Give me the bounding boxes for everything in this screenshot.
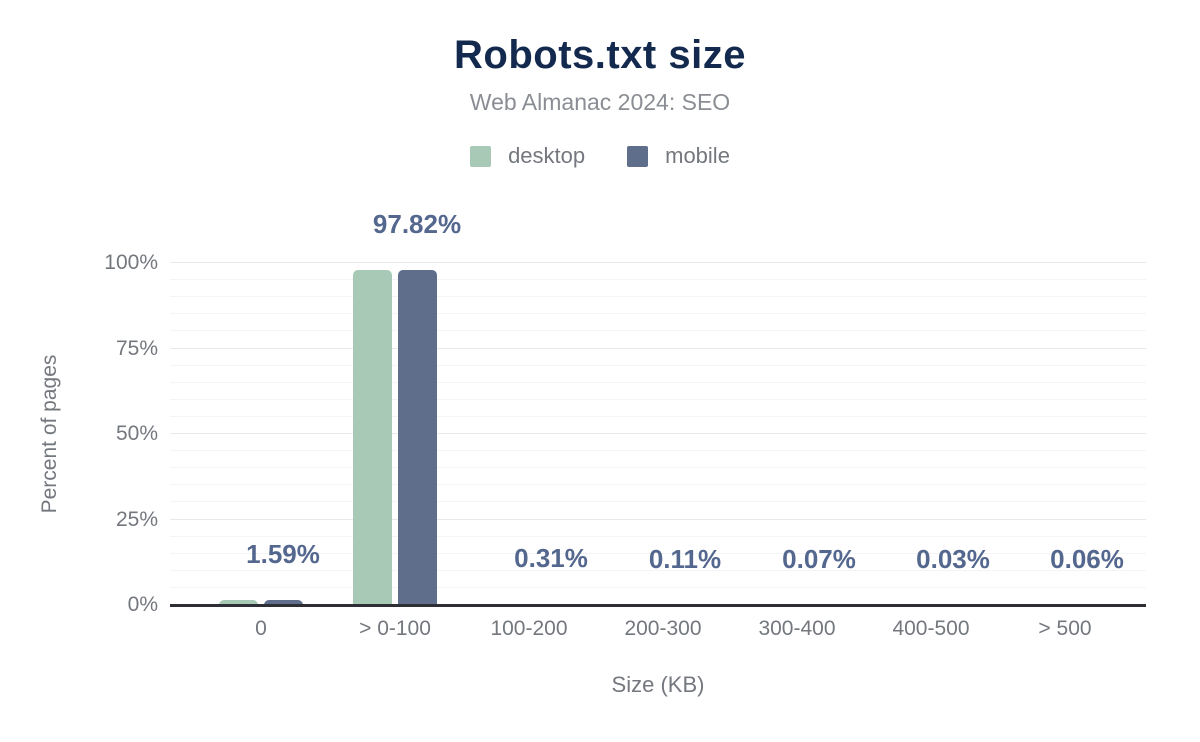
legend: desktop mobile [0,143,1200,169]
bar-desktop->0-100[interactable] [353,270,392,605]
bar-mobile-0[interactable] [264,599,303,605]
x-axis-line [170,604,1146,607]
gridline-15 [170,552,1146,554]
gridline-80 [170,330,1146,332]
category-2: 0.31% [462,263,596,605]
gridline-40 [170,467,1146,469]
legend-item-desktop[interactable]: desktop [470,143,585,169]
x-tick-label-5: 400-500 [892,617,970,640]
chart-title: Robots.txt size [454,33,746,77]
category-0: 1.59% [194,263,328,605]
x-tick-label-6: > 500 [1038,617,1092,640]
gridline-65 [170,381,1146,383]
y-tick-label-50: 50% [115,422,158,445]
gridline-25 [170,518,1146,520]
legend-label-desktop: desktop [508,143,586,168]
category-6: 0.06% [998,263,1132,605]
y-tick-label-100: 100% [104,251,158,274]
gridline-70 [170,364,1146,366]
x-axis-title: Size (KB) [611,672,705,697]
gridline-90 [170,296,1146,298]
legend-label-mobile: mobile [665,143,730,168]
y-tick-label-25: 25% [115,507,158,531]
x-axis-ticks: 0 > 0-100 100-200 200-300 300-400 400-500 > 50… [194,617,1132,641]
gridline-100 [170,262,1146,263]
legend-item-mobile[interactable]: mobile [627,143,730,169]
gridline-55 [170,415,1146,417]
gridline-50 [170,433,1146,434]
x-tick-label-3: 200-300 [624,617,702,640]
y-tick-label-0: 0% [127,593,158,616]
x-tick-label-2: 100-200 [490,617,568,640]
x-tick-label-4: 300-400 [758,617,836,640]
data-label-3: 0.11% [648,543,722,574]
gridline-95 [170,279,1146,281]
gridline-5 [170,586,1146,588]
category-columns: 1.59% 97.82% 0.31% 0.11% 0.07% 0.03% 0.06% [194,211,1132,605]
gridline-10 [170,569,1146,571]
y-tick-label-75: 75% [115,336,158,360]
desktop-swatch-icon [470,145,492,167]
gridline-85 [170,313,1146,315]
gridline-20 [170,535,1146,537]
data-label-5: 0.03% [916,543,990,574]
plot-area: 1.59% 97.82% 0.31% 0.11% 0.07% 0.03% 0.06% [170,211,1146,607]
chart-subtitle: Web Almanac 2024: SEO [469,89,731,115]
category-1: 97.82% [328,211,462,605]
data-label-6: 0.06% [1050,543,1124,574]
gridline-30 [170,501,1146,503]
bar-desktop-0[interactable] [219,599,258,605]
x-tick-label-0: 0 [255,617,267,640]
bar-mobile->0-100[interactable] [398,270,437,605]
gridline-75 [170,347,1146,349]
category-5: 0.03% [864,263,998,605]
mobile-swatch-icon [627,145,649,167]
category-3: 0.11% [596,263,730,605]
data-label-1: 97.82% [372,209,462,240]
x-tick-label-1: > 0-100 [359,617,431,640]
gridline-45 [170,450,1146,452]
gridline-35 [170,484,1146,486]
gridline-60 [170,398,1146,400]
data-label-4: 0.07% [782,543,856,574]
data-label-2: 0.31% [514,542,588,573]
category-4: 0.07% [730,263,864,605]
data-label-0: 1.59% [246,538,320,569]
